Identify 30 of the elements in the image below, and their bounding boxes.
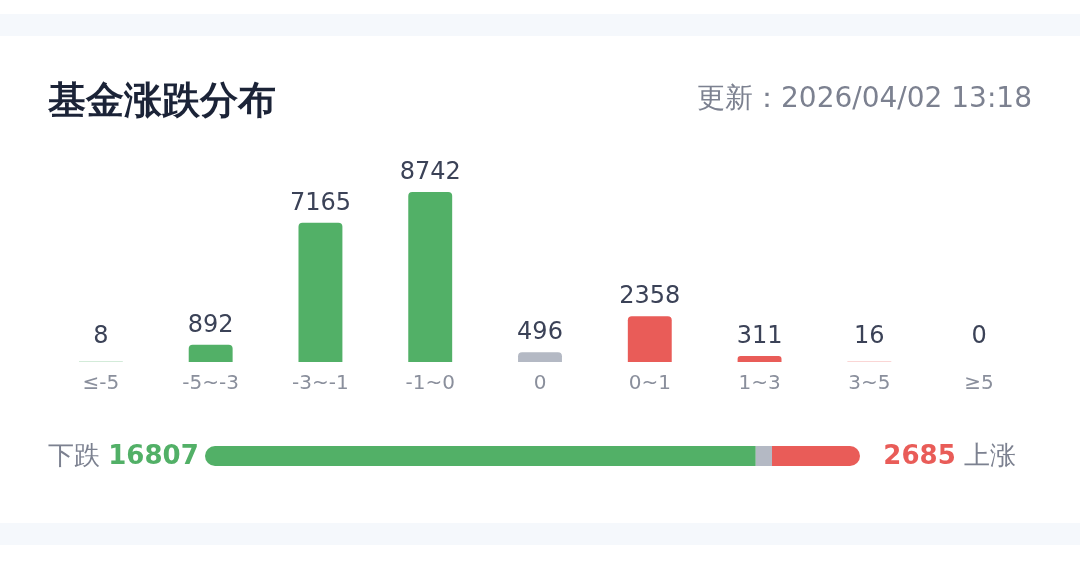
data-label: 16 [854,321,885,349]
bar [627,316,672,362]
data-label: 7165 [289,187,351,216]
data-label: 16807 [108,440,199,470]
data-label: 2358 [619,281,681,310]
x-tick-label: 1~3 [738,370,781,394]
data-label: 496 [517,317,563,346]
text: 更新：2026/04/02 13:18 [697,81,1032,114]
x-tick-label: -3~-1 [292,370,349,394]
text: 上涨 [964,440,1016,470]
x-tick-label: ≥5 [964,370,994,394]
chart-title: 基金涨跌分布 [47,78,276,122]
data-label: 892 [187,309,234,338]
data-label: 8742 [399,157,461,185]
data-label: 0 [971,321,987,349]
x-tick-label: ≤-5 [82,370,120,394]
text: 下跌 [48,440,100,470]
data-label: 8 [93,321,109,349]
data-label: 311 [736,320,783,349]
data-label: 2685 [883,440,956,470]
bar [408,192,453,362]
bar [737,355,782,362]
x-tick-label: -5~-3 [182,370,239,394]
x-tick-label: 3~5 [848,370,891,394]
x-tick-label: 0 [533,370,547,394]
x-tick-label: -1~0 [405,370,455,394]
bar [298,222,343,362]
bar [518,352,562,362]
x-tick-label: 0~1 [628,370,671,394]
bar [188,344,233,362]
